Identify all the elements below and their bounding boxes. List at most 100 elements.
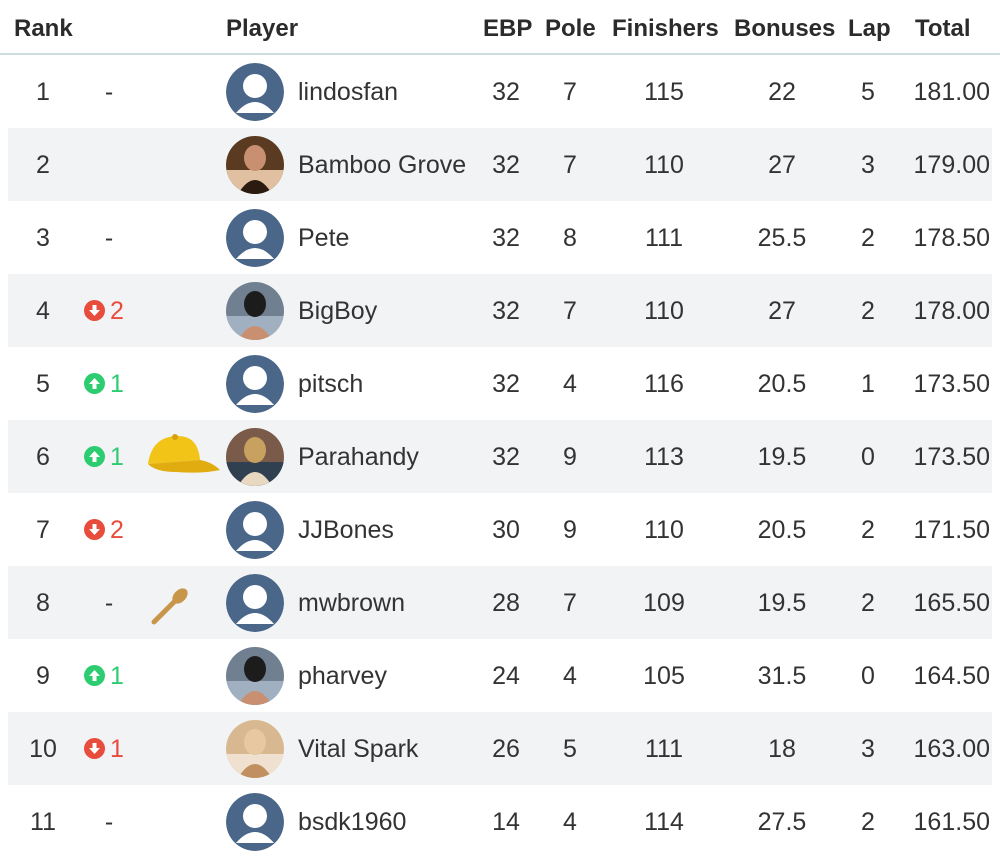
rank-change: 2	[84, 516, 154, 545]
arrow-down-icon	[84, 738, 105, 759]
pole-cell: 4	[563, 808, 577, 836]
bonuses-cell: 27	[768, 151, 796, 179]
player-name[interactable]: pitsch	[298, 370, 364, 398]
bonuses-cell: 25.5	[757, 224, 807, 252]
pole-cell: 9	[563, 443, 577, 471]
rank-change-text: 1	[110, 662, 124, 690]
finishers-cell: 111	[644, 224, 683, 252]
wooden-spoon-icon	[142, 576, 222, 628]
rank-cell: 6	[36, 443, 50, 471]
rank-change-text: 1	[110, 735, 124, 763]
bonuses-cell: 20.5	[757, 370, 807, 398]
ebp-cell: 32	[492, 443, 520, 471]
table-row[interactable]: 3 - Pete 32 8 111 25.5 2 178.50	[8, 201, 992, 274]
table-row[interactable]: 7 2 JJBones 30 9 110 20.5 2 171.50	[8, 493, 992, 566]
header-ebp[interactable]: EBP	[483, 15, 533, 42]
player-name[interactable]: BigBoy	[298, 297, 378, 325]
total-cell: 181.00	[913, 78, 990, 106]
rank-cell: 2	[36, 151, 50, 179]
table-row[interactable]: 1 - lindosfan 32 7 115 22 5 181.00	[8, 55, 992, 128]
header-total[interactable]: Total	[915, 15, 971, 42]
yellow-cap-icon	[142, 430, 222, 482]
rank-change: 1	[84, 443, 154, 472]
table-row[interactable]: 4 2 BigBoy 32 7 110 27 2 178.00	[8, 274, 992, 347]
pole-cell: 4	[563, 662, 577, 690]
table-row[interactable]: 9 1 pharvey 24 4 105 31.5 0 164.50	[8, 639, 992, 712]
player-name[interactable]: lindosfan	[298, 78, 399, 106]
rank-change: -	[84, 589, 154, 618]
rank-cell: 11	[30, 808, 56, 836]
player-name[interactable]: Vital Spark	[298, 735, 419, 763]
lap-cell: 3	[861, 735, 875, 763]
rank-change-text: -	[104, 808, 114, 836]
player-name[interactable]: pharvey	[298, 662, 387, 690]
rank-change-text: -	[104, 224, 114, 252]
table-row[interactable]: 8 - mwbrown 28 7 109 19.5 2 165.50	[8, 566, 992, 639]
default-avatar-icon[interactable]	[226, 793, 284, 851]
photo-avatar-icon[interactable]	[226, 647, 284, 705]
photo-avatar-icon[interactable]	[226, 428, 284, 486]
header-rank[interactable]: Rank	[14, 15, 73, 42]
ebp-cell: 32	[492, 297, 520, 325]
player-name[interactable]: Bamboo Grove	[298, 151, 467, 179]
table-body: 1- lindosfan 32 7 115 22 5 181.00 2 Bamboo Grove 3…	[8, 55, 992, 859]
table-row[interactable]: 11 - bsdk1960 14 4 114 27.5 2 161.50	[8, 785, 992, 858]
finishers-cell: 110	[644, 151, 684, 179]
total-cell: 173.50	[913, 443, 990, 471]
header-lap[interactable]: Lap	[848, 15, 891, 42]
bonuses-cell: 19.5	[757, 589, 807, 617]
photo-avatar-icon[interactable]	[226, 720, 284, 778]
finishers-cell: 110	[644, 297, 684, 325]
header-bonuses[interactable]: Bonuses	[734, 15, 836, 42]
bonuses-cell: 27.5	[757, 808, 807, 836]
pole-cell: 9	[563, 516, 577, 544]
pole-cell: 5	[563, 735, 577, 763]
table-row[interactable]: 6 1 Parahandy 32 9 113 19.5 0 173.50	[8, 420, 992, 493]
pole-cell: 7	[563, 297, 577, 325]
header-player[interactable]: Player	[226, 15, 299, 42]
photo-avatar-icon[interactable]	[226, 136, 284, 194]
pole-cell: 8	[563, 224, 577, 252]
ebp-cell: 28	[492, 589, 520, 617]
default-avatar-icon[interactable]	[226, 63, 284, 121]
lap-cell: 2	[861, 297, 875, 325]
finishers-cell: 115	[644, 78, 684, 106]
table-row[interactable]: 5 1 pitsch 32 4 116 20.5 1 173.50	[8, 347, 992, 420]
bonuses-cell: 22	[768, 78, 796, 106]
lap-cell: 5	[861, 78, 875, 106]
finishers-cell: 111	[644, 735, 683, 763]
default-avatar-icon[interactable]	[226, 209, 284, 267]
default-avatar-icon[interactable]	[226, 574, 284, 632]
default-avatar-icon[interactable]	[226, 355, 284, 413]
ebp-cell: 30	[492, 516, 520, 544]
ebp-cell: 32	[492, 370, 520, 398]
rank-cell: 4	[36, 297, 50, 325]
rank-change-text: -	[104, 589, 114, 617]
arrow-down-icon	[84, 300, 105, 321]
rank-cell: 5	[36, 370, 50, 398]
rank-change: -	[84, 78, 154, 107]
arrow-up-icon	[84, 446, 105, 467]
rank-cell: 9	[36, 662, 50, 690]
header-pole[interactable]: Pole	[545, 15, 596, 42]
table-row[interactable]: 2 Bamboo Grove 32 7 110 27 3 179.00	[8, 128, 992, 201]
header-finishers[interactable]: Finishers	[612, 15, 719, 42]
ebp-cell: 14	[492, 808, 520, 836]
player-name[interactable]: bsdk1960	[298, 808, 407, 836]
rank-cell: 10	[29, 735, 57, 763]
table-row[interactable]: 10 1 Vital Spark 26 5 111 18 3 163.00	[8, 712, 992, 785]
player-name[interactable]: Parahandy	[298, 443, 419, 471]
photo-avatar-icon[interactable]	[226, 282, 284, 340]
player-name[interactable]: Pete	[298, 224, 350, 252]
player-name[interactable]: JJBones	[298, 516, 394, 544]
total-cell: 163.00	[913, 735, 990, 763]
bonuses-cell: 27	[768, 297, 796, 325]
bonuses-cell: 19.5	[757, 443, 807, 471]
rank-change-text: 1	[110, 370, 124, 398]
finishers-cell: 113	[644, 443, 684, 471]
default-avatar-icon[interactable]	[226, 501, 284, 559]
player-name[interactable]: mwbrown	[298, 589, 405, 617]
rank-change: -	[84, 224, 154, 253]
bonuses-cell: 20.5	[757, 516, 807, 544]
